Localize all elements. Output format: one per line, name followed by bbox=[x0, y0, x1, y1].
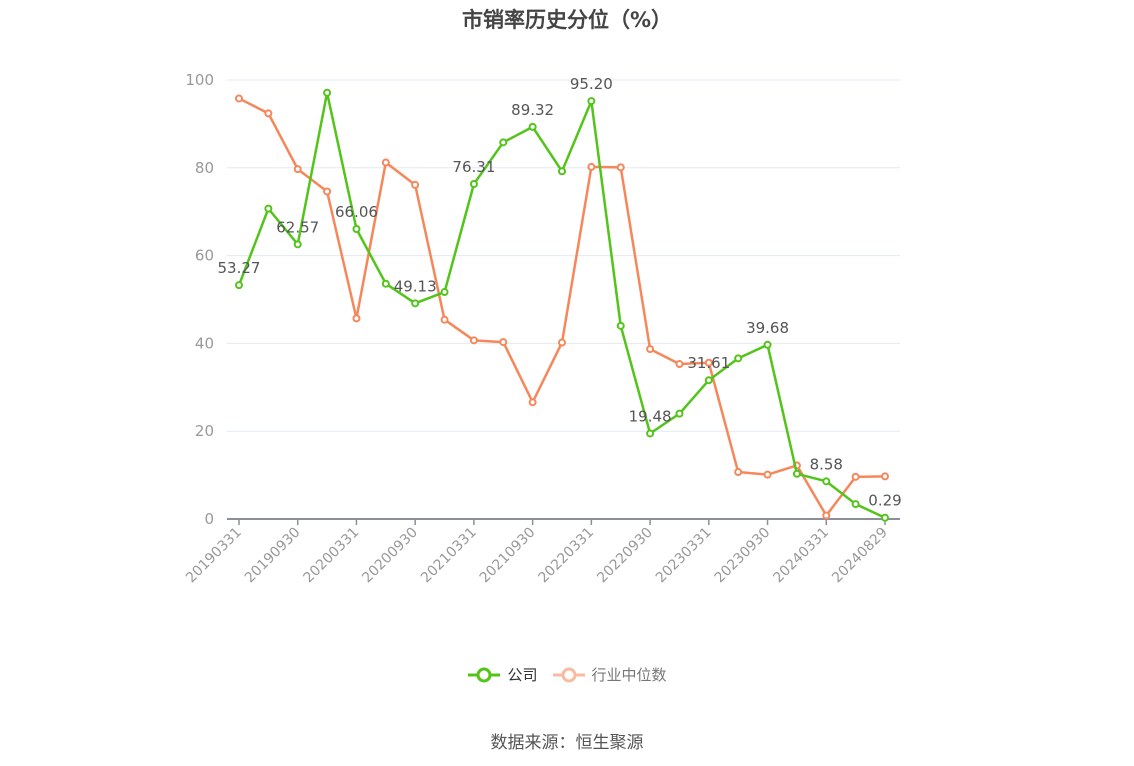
value-label: 95.20 bbox=[570, 75, 613, 93]
value-label: 62.57 bbox=[276, 218, 319, 236]
value-label: 19.48 bbox=[629, 407, 672, 425]
value-label: 0.29 bbox=[868, 492, 901, 510]
data-point[interactable] bbox=[734, 468, 743, 477]
x-tick-label: 20230930 bbox=[712, 525, 774, 587]
data-point[interactable] bbox=[528, 122, 537, 131]
y-tick-label: 80 bbox=[195, 159, 214, 177]
data-source: 数据来源：恒生聚源 bbox=[490, 733, 644, 753]
value-labels: 53.27 62.57 66.06 49.13 76.31 89.32 95.20 19.48… bbox=[218, 75, 902, 510]
series-company bbox=[235, 88, 889, 522]
data-point[interactable] bbox=[235, 281, 243, 290]
data-point[interactable] bbox=[411, 180, 420, 189]
data-point[interactable] bbox=[352, 314, 361, 323]
x-tick-label: 20190930 bbox=[242, 525, 304, 587]
data-point[interactable] bbox=[323, 187, 332, 196]
legend-item-company[interactable]: 公司 bbox=[467, 664, 538, 685]
data-point[interactable] bbox=[734, 354, 743, 363]
data-point[interactable] bbox=[264, 204, 273, 213]
x-tick-label: 20200930 bbox=[359, 525, 421, 587]
series-industry-median bbox=[235, 94, 889, 520]
data-point[interactable] bbox=[499, 338, 508, 347]
industry-legend-icon bbox=[552, 667, 585, 682]
data-point[interactable] bbox=[822, 511, 831, 520]
data-point[interactable] bbox=[675, 360, 684, 369]
data-point[interactable] bbox=[851, 472, 860, 481]
y-tick-label: 40 bbox=[195, 334, 214, 352]
value-label: 49.13 bbox=[394, 277, 437, 295]
data-point[interactable] bbox=[381, 279, 390, 288]
legend: 公司 行业中位数 bbox=[0, 664, 1134, 685]
value-label: 39.68 bbox=[746, 319, 789, 337]
value-label: 31.61 bbox=[687, 354, 730, 372]
legend-item-industry[interactable]: 行业中位数 bbox=[552, 664, 667, 685]
data-point[interactable] bbox=[293, 165, 302, 174]
data-point[interactable] bbox=[440, 288, 449, 297]
x-tick-label: 20240331 bbox=[770, 525, 832, 587]
data-point[interactable] bbox=[587, 162, 596, 171]
data-point[interactable] bbox=[881, 513, 889, 522]
data-point[interactable] bbox=[616, 163, 625, 172]
y-tick-label: 60 bbox=[195, 247, 214, 265]
data-point[interactable] bbox=[558, 167, 566, 176]
x-tick-label: 20240829 bbox=[829, 525, 891, 587]
data-point[interactable] bbox=[499, 138, 508, 147]
data-point[interactable] bbox=[323, 88, 332, 97]
data-point[interactable] bbox=[704, 358, 713, 367]
value-label: 8.58 bbox=[810, 455, 843, 473]
x-tick-label: 20220930 bbox=[594, 525, 656, 587]
y-axis: 0 20 40 60 80 100 bbox=[185, 71, 214, 528]
company-legend-icon bbox=[468, 667, 501, 682]
data-point[interactable] bbox=[587, 97, 596, 106]
value-label: 66.06 bbox=[335, 203, 378, 221]
data-point[interactable] bbox=[411, 299, 420, 308]
data-point[interactable] bbox=[352, 224, 361, 233]
data-point[interactable] bbox=[293, 240, 302, 249]
data-point[interactable] bbox=[264, 109, 273, 118]
data-point[interactable] bbox=[881, 472, 889, 481]
data-point[interactable] bbox=[469, 336, 478, 345]
data-point[interactable] bbox=[704, 376, 713, 385]
data-point[interactable] bbox=[381, 158, 390, 167]
data-point[interactable] bbox=[646, 345, 655, 354]
y-tick-label: 0 bbox=[204, 510, 214, 528]
data-point[interactable] bbox=[235, 94, 243, 103]
x-tick-label: 20210331 bbox=[418, 525, 480, 587]
data-point[interactable] bbox=[851, 500, 860, 509]
grid-lines bbox=[227, 79, 900, 432]
data-point[interactable] bbox=[763, 470, 772, 479]
x-tick-label: 20190331 bbox=[183, 525, 245, 587]
legend-label-company: 公司 bbox=[507, 666, 538, 684]
value-label: 89.32 bbox=[511, 101, 554, 119]
value-label: 76.31 bbox=[452, 158, 495, 176]
legend-label-industry: 行业中位数 bbox=[591, 666, 667, 684]
x-tick-label: 20230331 bbox=[653, 525, 715, 587]
y-tick-label: 100 bbox=[185, 71, 214, 89]
x-tick-label: 20210930 bbox=[477, 525, 539, 587]
data-point[interactable] bbox=[528, 398, 537, 407]
data-point[interactable] bbox=[440, 315, 449, 324]
data-point[interactable] bbox=[675, 409, 684, 418]
value-label: 53.27 bbox=[218, 259, 261, 277]
data-point[interactable] bbox=[558, 338, 566, 347]
data-point[interactable] bbox=[792, 469, 801, 478]
x-axis: 2019033120190930202003312020093020210331… bbox=[183, 518, 900, 587]
data-point[interactable] bbox=[616, 321, 625, 330]
data-point[interactable] bbox=[822, 477, 831, 486]
chart-title: 市销率历史分位（%） bbox=[461, 8, 673, 32]
data-point[interactable] bbox=[763, 340, 772, 349]
x-tick-label: 20200331 bbox=[301, 525, 363, 587]
x-tick-label: 20220331 bbox=[535, 525, 597, 587]
y-tick-label: 20 bbox=[195, 422, 214, 440]
data-point[interactable] bbox=[646, 429, 655, 438]
data-point[interactable] bbox=[469, 179, 478, 188]
